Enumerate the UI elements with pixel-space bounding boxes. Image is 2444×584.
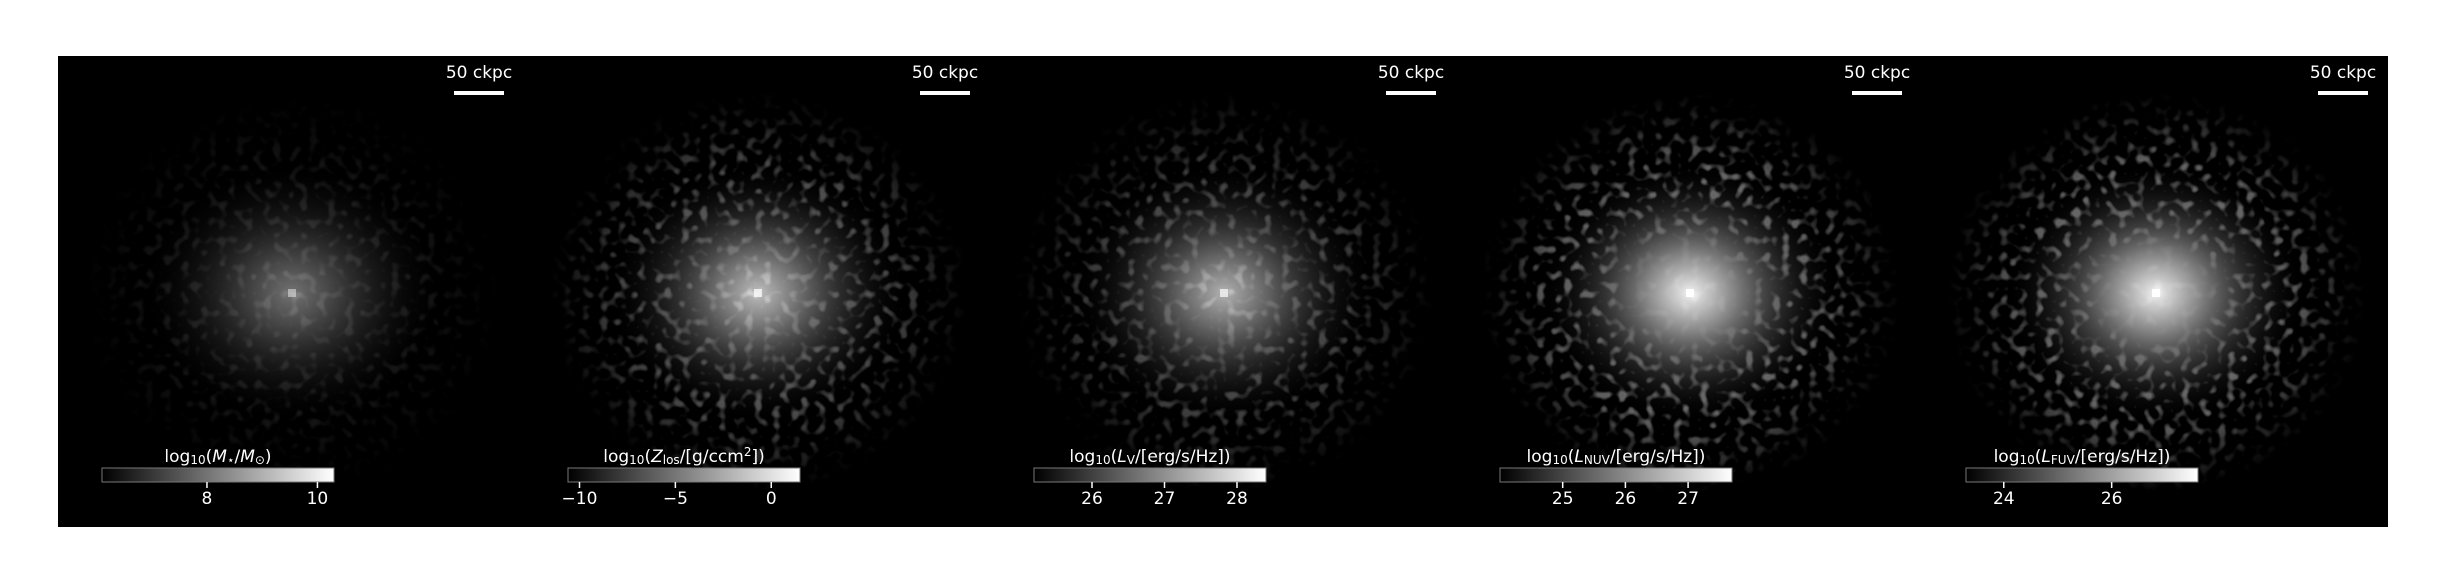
panel: 50 ckpc log10(LV/[erg/s/Hz]) 26 27 28	[990, 56, 1456, 527]
scalebar-label: 50 ckpc	[912, 63, 978, 83]
scalebar-label: 50 ckpc	[446, 63, 512, 83]
colorbar-label-part: L	[2041, 447, 2050, 467]
colorbar-label-part: (	[2035, 447, 2042, 467]
colorbar-label: log10(LFUV/[erg/s/Hz])	[1994, 447, 2171, 467]
colorbar-label-part: ⋆	[227, 453, 235, 467]
colorbar-tick-label: 28	[1226, 489, 1248, 509]
panel: 50 ckpc log10(Zlos/[g/ccm2]) −10 −5 0	[524, 56, 990, 527]
colorbar-label-part: 10	[1552, 453, 1567, 467]
colorbar-label-part: (	[1111, 447, 1118, 467]
colorbar-label-part: FUV	[2051, 453, 2076, 467]
colorbar	[1965, 467, 2199, 483]
colorbar-label-part: ])	[751, 447, 764, 467]
colorbar-label-part: /[erg/s/Hz])	[1610, 447, 1706, 467]
colorbar-label-part: 10	[629, 453, 644, 467]
colorbar-label-part: L	[1117, 447, 1126, 467]
colorbar-label-part: /[g/ccm	[680, 447, 744, 467]
panel: 50 ckpc log10(LNUV/[erg/s/Hz]) 25 26 27	[1456, 56, 1922, 527]
galaxy-core	[754, 289, 762, 297]
colorbar	[1499, 467, 1733, 483]
colorbar-label-part: log	[603, 447, 629, 467]
colorbar-label-part: (	[644, 447, 651, 467]
colorbar-tick-label: 25	[1552, 489, 1574, 509]
scalebar-label: 50 ckpc	[1844, 63, 1910, 83]
colorbar-label-part: V	[1127, 453, 1136, 467]
galaxy-core	[1686, 289, 1694, 297]
colorbar-label-part: log	[1994, 447, 2020, 467]
scalebar-label: 50 ckpc	[1378, 63, 1444, 83]
colorbar-label-part: los	[663, 453, 680, 467]
colorbar-label-part: (	[206, 447, 213, 467]
colorbar	[567, 467, 801, 483]
colorbar-tick-label: −10	[562, 489, 598, 509]
colorbar-tick-label: 26	[1615, 489, 1637, 509]
colorbar-label-part: /[erg/s/Hz])	[2075, 447, 2171, 467]
colorbar-tick-label: 8	[202, 489, 213, 509]
panel: 50 ckpc log10(LFUV/[erg/s/Hz]) 24 26	[1922, 56, 2388, 527]
colorbar-label-part: /	[234, 447, 240, 467]
colorbar-label-part: 10	[1095, 453, 1110, 467]
colorbar-tick-label: 10	[307, 489, 329, 509]
colorbar-label-part: ⊙	[255, 453, 265, 467]
colorbar-label-part: L	[1574, 447, 1583, 467]
colorbar-label-part: log	[1527, 447, 1553, 467]
galaxy-core	[1220, 289, 1228, 297]
colorbar-label-part: 10	[2020, 453, 2035, 467]
colorbar-label-part: log	[1069, 447, 1095, 467]
colorbar-label-part: NUV	[1584, 453, 1611, 467]
colorbar-label: log10(M⋆/M⊙)	[164, 447, 271, 467]
colorbar-label-part: )	[265, 447, 272, 467]
galaxy-core	[2152, 289, 2160, 297]
colorbar-label: log10(Zlos/[g/ccm2])	[603, 445, 764, 467]
colorbar-tick-label: 0	[766, 489, 777, 509]
galaxy-glow	[142, 163, 442, 423]
galaxy-core	[288, 289, 296, 297]
colorbar-label-part: /[erg/s/Hz])	[1135, 447, 1231, 467]
colorbar-tick-label: 27	[1677, 489, 1699, 509]
colorbar-label-part: M	[212, 447, 227, 467]
colorbar-label-part: M	[240, 447, 255, 467]
colorbar	[101, 467, 335, 483]
colorbar-label-part: 2	[744, 445, 752, 459]
colorbar-tick-label: 26	[1081, 489, 1103, 509]
colorbar-label-part: 10	[190, 453, 205, 467]
colorbar	[1033, 467, 1267, 483]
colorbar-tick-label: 24	[1993, 489, 2015, 509]
colorbar-tick-label: 27	[1154, 489, 1176, 509]
colorbar-label: log10(LV/[erg/s/Hz])	[1069, 447, 1230, 467]
scalebar-label: 50 ckpc	[2310, 63, 2376, 83]
colorbar-tick-label: −5	[663, 489, 688, 509]
colorbar-label-part: (	[1568, 447, 1575, 467]
colorbar-label-part: Z	[650, 447, 663, 467]
colorbar-tick-label: 26	[2101, 489, 2123, 509]
colorbar-label-part: log	[164, 447, 190, 467]
colorbar-label: log10(LNUV/[erg/s/Hz])	[1527, 447, 1706, 467]
